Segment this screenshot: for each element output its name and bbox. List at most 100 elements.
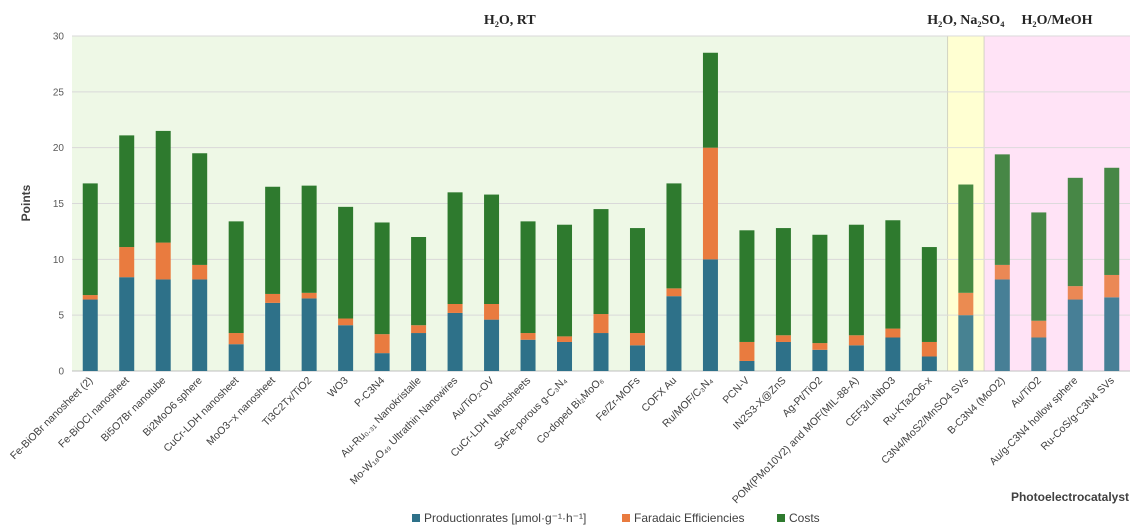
x-tick-label: Au/TiO2: [1008, 375, 1044, 411]
bar-costs: [666, 183, 682, 289]
bar-costs: [228, 221, 244, 334]
bar-production: [411, 333, 427, 371]
bar-costs: [192, 153, 208, 265]
bar-costs: [301, 185, 317, 293]
bar-costs: [885, 220, 901, 329]
bar-faradaic: [192, 264, 208, 280]
bar-costs: [155, 130, 171, 243]
x-tick-label: Fe-BiOCl nanosheet: [56, 375, 132, 451]
bar-production: [702, 259, 718, 371]
bar-production: [155, 279, 171, 371]
bar-costs: [775, 228, 791, 336]
bar-costs: [921, 247, 937, 342]
bar-production: [958, 315, 974, 371]
bar-production: [848, 345, 864, 371]
bar-costs: [411, 237, 427, 326]
x-tick-labels: Fe-BiOBr nanosheet (2)Fe-BiOCl nanosheet…: [8, 374, 1117, 506]
y-tick-label: 30: [53, 32, 65, 43]
bar-production: [1104, 297, 1120, 371]
bar-production: [447, 312, 463, 371]
bar-costs: [338, 206, 354, 319]
bar-faradaic: [1067, 286, 1083, 300]
bar-production: [557, 341, 573, 371]
y-tick-label: 0: [58, 367, 64, 378]
bar-faradaic: [119, 247, 135, 278]
bar-faradaic: [484, 304, 500, 320]
bar-faradaic: [739, 341, 755, 361]
bar-faradaic: [155, 242, 171, 280]
y-tick-label: 15: [53, 199, 65, 210]
bar-costs: [1031, 212, 1047, 321]
bar-production: [338, 325, 354, 371]
bar-faradaic: [301, 292, 317, 299]
x-tick-label: Ru-CoS/g-C3N4 SVs: [1039, 375, 1117, 453]
region-labels: H₂O, RT H₂O, Na₂SO₄ H₂O/MeOH: [484, 13, 1093, 28]
bar-faradaic: [520, 333, 536, 340]
bar-costs: [1067, 177, 1083, 287]
legend: Productionrates [μmol·g⁻¹·h⁻¹] Faradaic E…: [412, 511, 820, 525]
bar-production: [265, 302, 281, 371]
bar-faradaic: [1104, 274, 1120, 298]
bar-costs: [119, 135, 135, 248]
bar-faradaic: [775, 335, 791, 342]
bar-costs: [484, 194, 500, 304]
bar-faradaic: [702, 147, 718, 260]
bar-costs: [593, 209, 609, 315]
bars: [82, 36, 1130, 371]
bar-costs: [739, 230, 755, 342]
bar-costs: [557, 224, 573, 337]
bar-production: [192, 279, 208, 371]
bar-costs: [374, 222, 390, 335]
bar-faradaic: [374, 334, 390, 354]
y-tick-label: 20: [53, 143, 65, 154]
bar-faradaic: [338, 318, 354, 326]
bar-production: [484, 319, 500, 371]
legend-label: Faradaic Efficiencies: [634, 511, 745, 525]
bar-production: [228, 344, 244, 371]
legend-swatch: [777, 514, 785, 522]
bar-faradaic: [228, 333, 244, 345]
bar-faradaic: [994, 264, 1010, 280]
bar-production: [374, 353, 390, 371]
bar-faradaic: [265, 293, 281, 303]
bar-faradaic: [885, 328, 901, 338]
bar-faradaic: [1031, 320, 1047, 338]
bar-costs: [958, 184, 974, 293]
bar-faradaic: [848, 335, 864, 346]
y-tick-label: 25: [53, 87, 65, 98]
legend-label: Productionrates [μmol·g⁻¹·h⁻¹]: [424, 511, 586, 525]
x-tick-label: Co-doped Bi₂MoO₆: [534, 375, 606, 447]
bar-production: [885, 337, 901, 371]
bar-production: [593, 333, 609, 371]
bar-costs: [848, 224, 864, 336]
bar-costs: [1104, 167, 1120, 275]
bar-production: [119, 277, 135, 371]
x-tick-label: PCN-V: [720, 375, 752, 407]
bar-faradaic: [411, 325, 427, 334]
x-tick-label: P-C3N4: [352, 375, 387, 410]
bar-costs: [82, 183, 98, 296]
bar-faradaic: [593, 314, 609, 334]
legend-label: Costs: [789, 511, 820, 525]
bar-faradaic: [812, 343, 828, 350]
bar-production: [301, 298, 317, 371]
region-overlay: [947, 36, 985, 371]
bar-production: [921, 356, 937, 371]
bar-costs: [994, 154, 1010, 265]
region-label-1: H₂O, Na₂SO₄: [927, 13, 1005, 28]
region-label-2: H₂O/MeOH: [1021, 13, 1092, 28]
region-overlay: [984, 36, 1130, 371]
bar-production: [666, 296, 682, 371]
x-tick-label: WO3: [325, 375, 351, 401]
bar-production: [739, 360, 755, 371]
bar-faradaic: [666, 288, 682, 297]
region-label-0: H₂O, RT: [484, 13, 537, 28]
x-tick-label: Bi5O7Br nanotube: [99, 375, 169, 445]
legend-swatch: [412, 514, 420, 522]
y-tick-label: 5: [58, 311, 64, 322]
bar-production: [994, 279, 1010, 371]
bar-production: [775, 341, 791, 371]
bar-costs: [447, 192, 463, 304]
bar-faradaic: [447, 304, 463, 313]
